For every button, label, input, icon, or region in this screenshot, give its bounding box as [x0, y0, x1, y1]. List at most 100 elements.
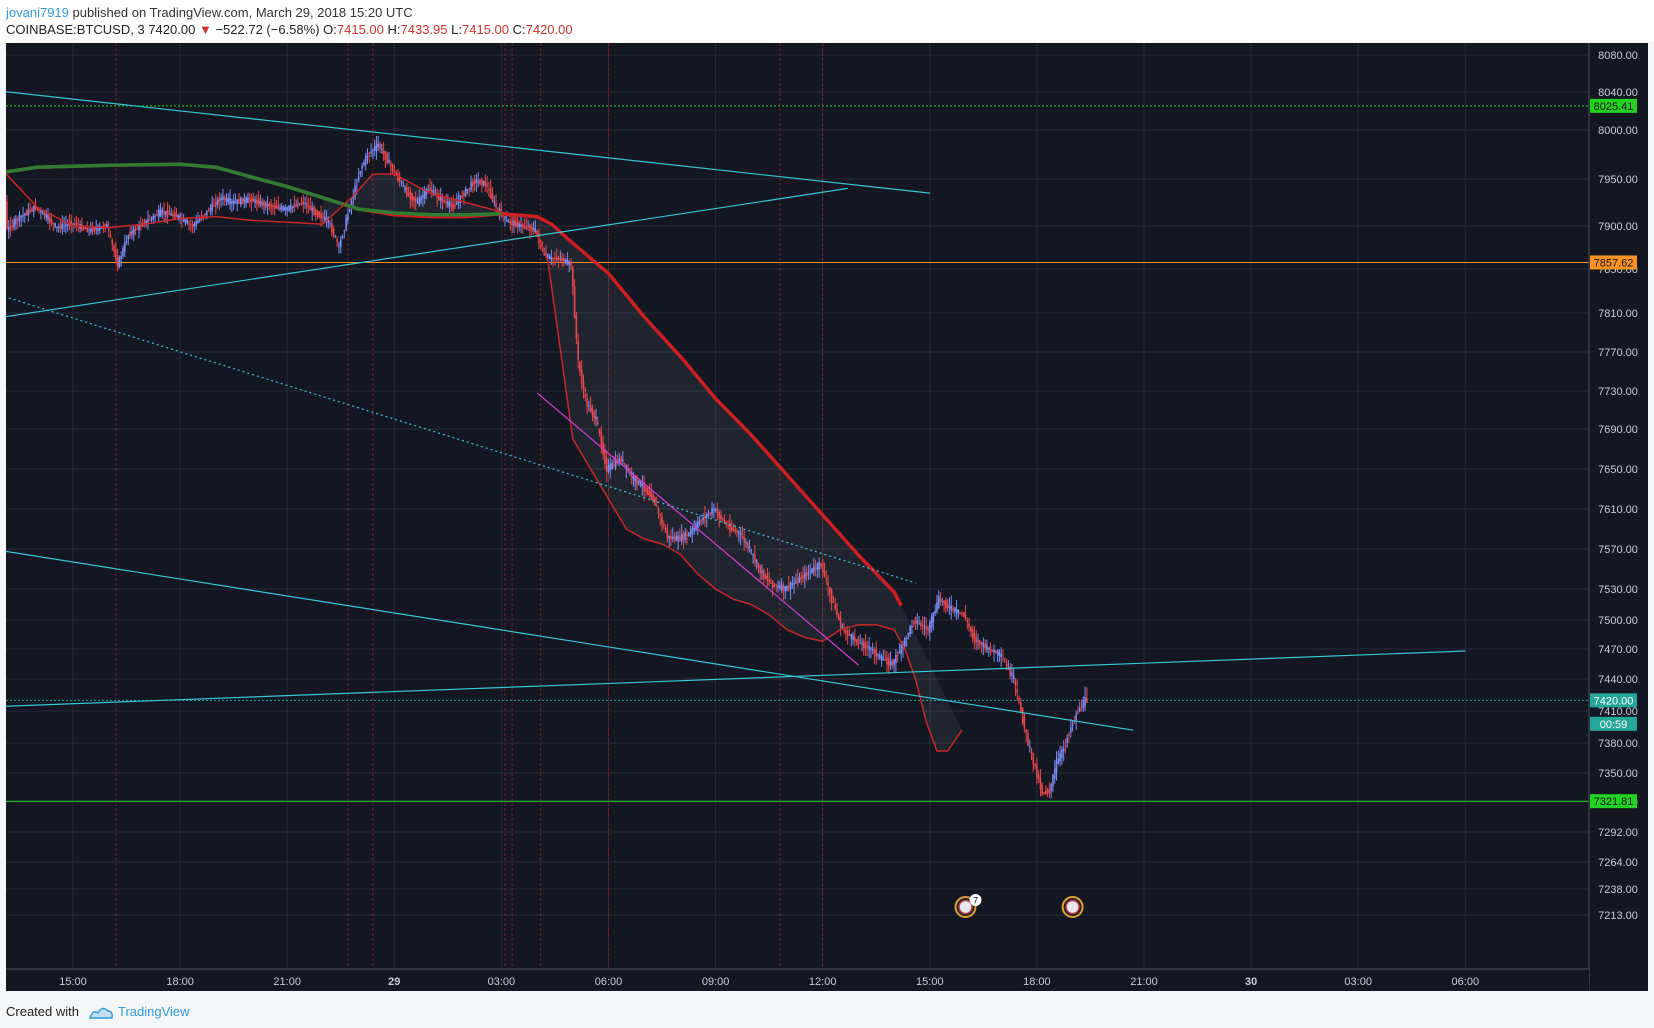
- candle-body: [266, 204, 269, 206]
- close-value: 7420.00: [525, 22, 573, 37]
- candle-body: [486, 184, 488, 187]
- candle-body: [518, 223, 521, 228]
- candle-body: [698, 522, 701, 524]
- candle-body: [247, 197, 249, 203]
- trendline[interactable]: [6, 87, 930, 194]
- candle-body: [977, 640, 979, 642]
- candle-body: [552, 258, 554, 260]
- candle-body: [395, 172, 397, 176]
- candle-body: [377, 144, 380, 147]
- candle-body: [664, 527, 667, 533]
- candle-body: [409, 191, 412, 200]
- candle-body: [700, 519, 703, 523]
- price-chart[interactable]: 7 8080.00 8040.00 8000.00 7950.00 7900.00 785…: [6, 43, 1648, 991]
- candle-body: [109, 235, 112, 237]
- candle-body: [357, 176, 360, 181]
- horizontal-levels[interactable]: [6, 105, 1589, 802]
- event-icons[interactable]: 7: [954, 894, 1084, 918]
- candle-body: [939, 598, 942, 602]
- price-axis[interactable]: [1589, 43, 1648, 991]
- footer: Created with TradingView: [0, 1000, 1654, 1028]
- candle-body: [948, 606, 951, 608]
- candle-body: [47, 215, 49, 220]
- candle-body: [868, 645, 870, 650]
- candle-body: [445, 201, 447, 203]
- tradingview-link[interactable]: TradingView: [118, 1004, 190, 1019]
- candle-body: [477, 181, 479, 183]
- candle-body: [289, 204, 292, 211]
- candle-body: [907, 633, 910, 636]
- candle-body: [754, 554, 756, 562]
- candle-body: [423, 189, 426, 199]
- candle-body: [291, 206, 294, 208]
- x-tick-label: 15:00: [916, 976, 944, 988]
- trendline[interactable]: [6, 650, 1466, 708]
- candle-body: [871, 649, 874, 651]
- candle-body: [95, 228, 98, 230]
- candle-body: [422, 195, 424, 198]
- author-link[interactable]: jovani7919: [6, 5, 69, 20]
- created-with-text: Created with: [6, 1004, 79, 1019]
- candle-body: [795, 581, 797, 583]
- candle-body: [364, 155, 367, 165]
- candle-body: [943, 600, 945, 605]
- candle-body: [725, 523, 728, 525]
- candle-body: [322, 216, 324, 218]
- candle-body: [716, 511, 719, 513]
- candle-body: [407, 193, 410, 195]
- trendline[interactable]: [536, 392, 859, 666]
- candle-body: [248, 199, 251, 201]
- x-tick-label: 06:00: [1452, 976, 1480, 988]
- trendlines[interactable]: [6, 87, 1466, 731]
- candle-body: [875, 649, 878, 658]
- candle-body: [591, 407, 594, 416]
- price-tag: [1590, 716, 1637, 731]
- candle-body: [504, 216, 506, 220]
- candle-body: [161, 209, 164, 215]
- candle-body: [309, 205, 312, 211]
- x-tick-label: 03:00: [1344, 976, 1372, 988]
- candle-body: [568, 261, 571, 266]
- candle-body: [254, 198, 256, 204]
- candle-body: [934, 611, 936, 614]
- change-value: −522.72 (−6.58%): [215, 22, 320, 37]
- candle-body: [6, 201, 8, 229]
- candle-body: [582, 381, 585, 391]
- candle-body: [354, 185, 356, 198]
- candle-body: [705, 514, 708, 518]
- trendline[interactable]: [6, 545, 1134, 731]
- candle-body: [229, 198, 231, 205]
- candle-body: [859, 642, 861, 644]
- high-value: 7433.95: [400, 22, 448, 37]
- candle-body: [16, 218, 19, 221]
- candle-body: [982, 642, 985, 648]
- tradingview-logo-icon[interactable]: [88, 1003, 114, 1023]
- candle-body: [732, 528, 735, 531]
- candle-body: [127, 235, 130, 240]
- candle-body: [1023, 717, 1026, 729]
- candle-body: [1027, 732, 1029, 746]
- y-tick-label: 8080.00: [1598, 50, 1638, 62]
- candle-body: [32, 205, 35, 213]
- candle-body: [314, 210, 317, 215]
- ma-short-line: [6, 172, 963, 752]
- candle-body: [295, 205, 297, 207]
- candle-body: [332, 228, 335, 236]
- ohlc-legend: COINBASE:BTCUSD, 3 7420.00 ▼ −522.72 (−6…: [6, 22, 573, 37]
- trendline[interactable]: [6, 187, 848, 322]
- candle-body: [386, 153, 388, 164]
- candle-body: [125, 241, 128, 243]
- candle-body: [784, 585, 787, 592]
- candle-body: [670, 536, 672, 539]
- candle-body: [861, 642, 863, 645]
- candle-body: [491, 193, 494, 201]
- candle-body: [316, 210, 319, 218]
- trendline[interactable]: [6, 284, 916, 584]
- price-tag-text: 00:59: [1600, 719, 1628, 731]
- candle-body: [245, 197, 247, 204]
- candle-body: [116, 255, 119, 268]
- candle-body: [862, 641, 865, 649]
- candle-body: [554, 258, 556, 260]
- time-axis[interactable]: [6, 969, 1589, 991]
- x-tick-label: 18:00: [1023, 976, 1051, 988]
